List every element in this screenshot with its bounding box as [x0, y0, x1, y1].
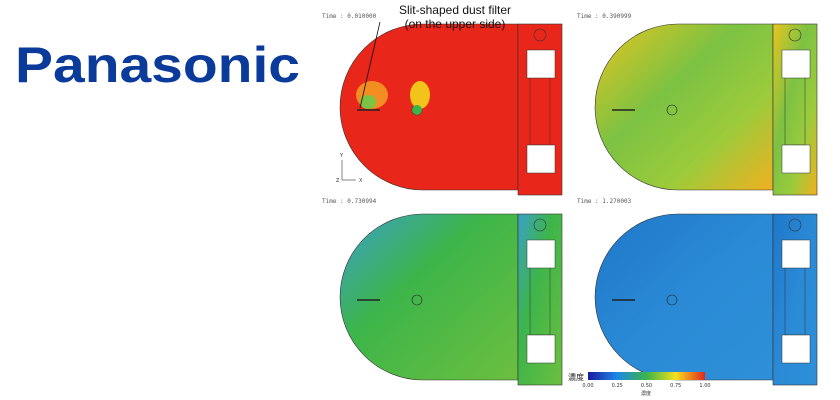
legend-tick: 0.25 — [612, 383, 623, 389]
annotation: Slit-shaped dust filter — [399, 3, 511, 17]
panel-1 — [339, 23, 563, 196]
logo: Panasonic — [15, 37, 300, 93]
time-label: Time : 0.010000 — [322, 13, 377, 20]
panel-2 — [594, 23, 818, 196]
axis-label: X — [359, 178, 363, 184]
axis-label: Y — [339, 153, 344, 159]
axis-label: Z — [336, 178, 340, 184]
annotation: (on the upper side) — [405, 17, 506, 31]
legend-tick: 0.00 — [582, 383, 593, 389]
legend-caption: 濃度 — [641, 390, 651, 397]
time-label: Time : 0.390999 — [577, 13, 632, 20]
legend-tick: 0.75 — [670, 383, 681, 389]
axis-triad — [341, 160, 356, 181]
colorbar — [588, 372, 705, 380]
legend-tick: 0.50 — [641, 383, 652, 389]
time-label: Time : 0.730994 — [322, 198, 377, 205]
legend-label: 濃度 — [568, 372, 584, 382]
panel-3 — [339, 213, 563, 386]
panel-4 — [594, 213, 818, 386]
time-label: Time : 1.270003 — [577, 198, 632, 205]
legend-tick: 1.00 — [699, 383, 710, 389]
annotation-line — [359, 21, 381, 109]
